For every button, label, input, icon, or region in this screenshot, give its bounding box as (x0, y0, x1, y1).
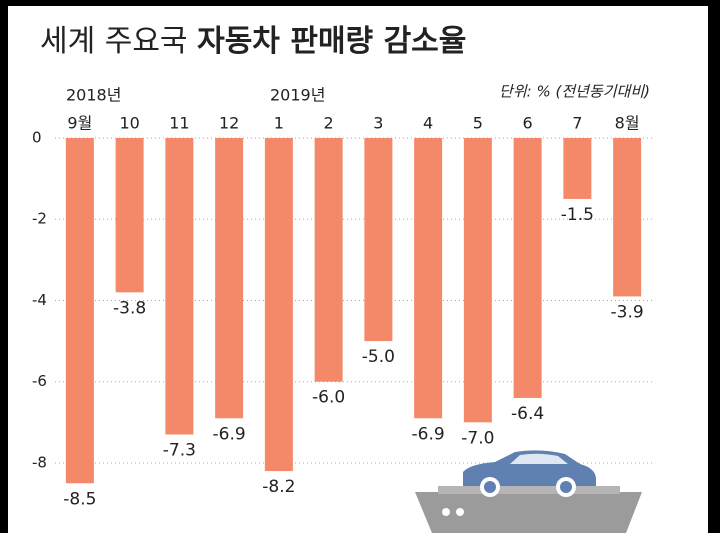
bar (613, 138, 642, 297)
x-tick-label: 4 (423, 114, 433, 133)
x-tick-label: 11 (169, 114, 189, 133)
bar (264, 138, 293, 472)
x-tick-label: 2 (324, 114, 334, 133)
bar (65, 138, 94, 484)
x-tick-label: 12 (219, 114, 239, 133)
x-tick-label: 1 (274, 114, 284, 133)
year-label: 2019년 (270, 86, 325, 105)
plot: 0 -2 -4 -6 -8 9월 -8.5 10 -3.8 11 -7.3 12 -6.9 1 -8.2 2 -… (32, 114, 652, 509)
bar (314, 138, 343, 382)
bar (513, 138, 542, 398)
value-label: -6.0 (312, 388, 345, 408)
value-label: -6.9 (213, 424, 246, 444)
y-tick-label: -2 (32, 210, 47, 228)
y-tick-label: -6 (32, 372, 47, 390)
title-light: 세계 주요국 (40, 24, 188, 59)
x-tick-label: 3 (373, 114, 383, 133)
y-tick-label: 0 (32, 129, 42, 147)
car-wheel-hub (560, 481, 572, 493)
value-label: -7.3 (163, 441, 196, 461)
bar (165, 138, 194, 435)
value-label: -8.5 (63, 489, 96, 509)
bar (463, 138, 492, 423)
title-bold: 자동차 판매량 감소율 (197, 24, 466, 59)
x-tick-label: 9월 (67, 114, 92, 133)
ship-illustration (415, 450, 642, 533)
value-label: -3.9 (611, 302, 644, 322)
bar (414, 138, 443, 419)
bar (563, 138, 592, 199)
unit-note: 단위: % (전년동기대비) (499, 83, 650, 101)
y-tick-label: -4 (32, 291, 47, 309)
ship-deck (438, 486, 620, 494)
value-label: -8.2 (262, 477, 295, 497)
car-body (463, 450, 596, 486)
value-label: -5.0 (362, 347, 395, 367)
year-label: 2018년 (66, 86, 121, 105)
x-tick-label: 5 (473, 114, 483, 133)
value-label: -7.0 (461, 428, 494, 448)
x-tick-label: 8월 (615, 114, 640, 133)
x-tick-label: 7 (572, 114, 582, 133)
bar (215, 138, 244, 419)
bar (364, 138, 393, 342)
value-label: -6.9 (412, 424, 445, 444)
ship-hull (415, 492, 642, 533)
y-tick-label: -8 (32, 453, 47, 471)
car-wheel-hub (484, 481, 496, 493)
value-label: -6.4 (511, 404, 544, 424)
chart-title: 세계 주요국 자동차 판매량 감소율 (40, 24, 466, 59)
bar (115, 138, 144, 293)
value-label: -3.8 (113, 298, 146, 318)
porthole (456, 508, 464, 516)
x-tick-label: 6 (523, 114, 533, 133)
car-window (510, 453, 568, 464)
porthole (442, 508, 450, 516)
x-tick-label: 10 (119, 114, 139, 133)
value-label: -1.5 (561, 205, 594, 225)
